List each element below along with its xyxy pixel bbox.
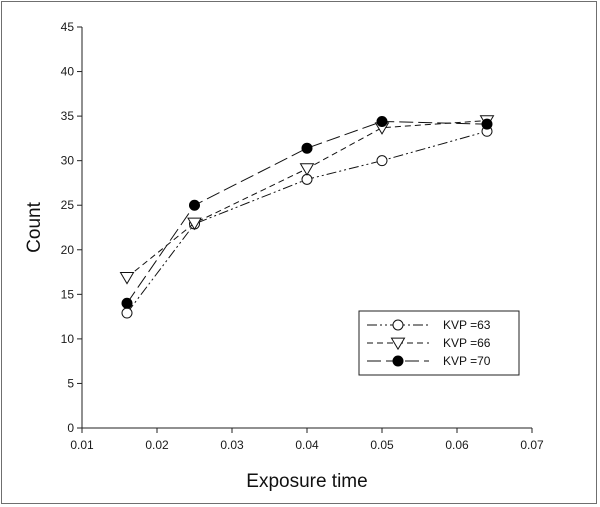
series-1 [121,125,493,319]
series-line [126,130,488,314]
x-axis-title: Exposure time [246,471,367,492]
x-tick-label: 0.07 [520,438,544,452]
data-point [121,297,133,309]
legend-label: KVP =63 [443,318,491,332]
y-axis-title: Count [24,201,45,252]
x-tick-label: 0.03 [220,438,244,452]
data-point [121,307,133,319]
series-line [126,120,488,304]
legend-item: KVP =66 [367,336,491,351]
series-2 [119,115,495,285]
x-tick-label: 0.04 [295,438,319,452]
data-point [376,115,388,127]
series-3 [121,115,493,309]
data-point [301,173,313,185]
y-tick-label: 15 [61,287,75,301]
x-tick-label: 0.01 [70,438,94,452]
y-tick-label: 25 [61,198,75,212]
legend-marker [392,319,404,331]
y-tick-label: 45 [61,20,75,34]
legend-item: KVP =70 [367,354,491,368]
legend-marker [390,337,406,351]
y-tick-label: 30 [61,154,75,168]
y-tick-label: 5 [67,376,74,390]
data-point [481,118,493,130]
data-point [119,272,135,285]
y-tick-label: 40 [61,65,75,79]
x-tick-label: 0.05 [370,438,394,452]
y-tick-label: 0 [67,421,74,435]
data-point [376,155,388,167]
y-tick-label: 35 [61,109,75,123]
axes: 0.01 0.02 0.03 0.04 0.05 0.06 0.07 0 5 10 15 20 25 30… [61,20,544,452]
legend-label: KVP =66 [443,336,491,350]
data-point [299,163,315,176]
legend-box [358,310,520,376]
legend-label: KVP =70 [443,354,491,368]
y-tick-label: 20 [61,243,75,257]
data-point [301,142,313,154]
y-tick-label: 10 [61,332,75,346]
legend-item: KVP =63 [367,318,491,332]
x-tick-label: 0.02 [145,438,169,452]
data-point [187,217,202,231]
x-tick-label: 0.06 [445,438,469,452]
legend-marker [392,355,404,367]
legend: KVP =63 KVP =66 KVP =70 [358,310,520,376]
data-point [189,199,200,211]
series-layer [119,115,495,319]
